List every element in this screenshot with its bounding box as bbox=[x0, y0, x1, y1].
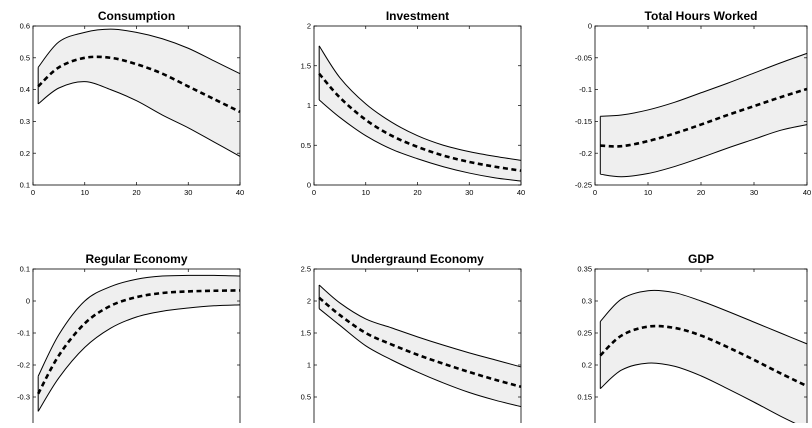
y-tick-label: -0.15 bbox=[575, 117, 592, 126]
confidence-band bbox=[600, 290, 807, 428]
y-tick-label: 0.25 bbox=[577, 329, 592, 338]
x-tick-label: 20 bbox=[697, 188, 705, 197]
lower-bound-line bbox=[318, 99, 522, 182]
y-tick-label: 0.1 bbox=[20, 181, 30, 190]
panel-title: Total Hours Worked bbox=[645, 9, 758, 23]
y-tick-label: 0.1 bbox=[20, 265, 30, 274]
median-line bbox=[318, 72, 522, 172]
median-line bbox=[600, 87, 808, 148]
x-tick-label: 20 bbox=[413, 188, 421, 197]
x-tick-label: 10 bbox=[644, 188, 652, 197]
panel-title: Consumption bbox=[98, 9, 175, 23]
lower-bound-line bbox=[599, 362, 807, 428]
x-tick-label: 30 bbox=[465, 188, 473, 197]
y-tick-label: -0.1 bbox=[579, 85, 592, 94]
lower-bound-line bbox=[37, 81, 241, 157]
y-tick-label: 0.15 bbox=[577, 393, 592, 402]
x-tick-label: 10 bbox=[362, 188, 370, 197]
y-tick-label: 0 bbox=[588, 22, 592, 31]
confidence-band bbox=[38, 29, 240, 157]
y-tick-label: 0.5 bbox=[20, 53, 30, 62]
y-tick-label: 0.4 bbox=[20, 85, 30, 94]
y-tick-label: 0.3 bbox=[20, 117, 30, 126]
y-tick-label: 0.5 bbox=[301, 141, 311, 150]
y-tick-label: -0.3 bbox=[17, 393, 30, 402]
y-tick-label: 2 bbox=[307, 297, 311, 306]
upper-bound-line bbox=[599, 289, 808, 345]
confidence-band bbox=[600, 53, 807, 177]
x-tick-label: 40 bbox=[803, 188, 811, 197]
upper-bound-line bbox=[600, 52, 808, 117]
panel-2: 0 10 20 30 40 0 0.5 1 1.5 2 Investment bbox=[301, 9, 526, 197]
confidence-band bbox=[38, 275, 240, 412]
y-tick-label: 0.3 bbox=[582, 297, 592, 306]
upper-bound-line bbox=[318, 45, 522, 161]
x-tick-label: 40 bbox=[517, 188, 525, 197]
panel-title: Investment bbox=[386, 9, 449, 23]
upper-bound-line bbox=[37, 274, 241, 377]
x-tick-label: 40 bbox=[236, 188, 244, 197]
y-tick-label: 0 bbox=[307, 181, 311, 190]
y-tick-label: 0.2 bbox=[20, 149, 30, 158]
y-tick-label: 2 bbox=[307, 22, 311, 31]
panel-title: Undergraund Economy bbox=[351, 252, 484, 266]
lower-bound-line bbox=[600, 124, 808, 178]
y-tick-label: -0.25 bbox=[575, 181, 592, 190]
upper-bound-line bbox=[318, 284, 522, 368]
upper-bound-line bbox=[37, 28, 241, 75]
y-tick-label: 0.2 bbox=[582, 361, 592, 370]
panel-title: Regular Economy bbox=[85, 252, 187, 266]
y-tick-label: 1.5 bbox=[301, 61, 311, 70]
x-tick-label: 0 bbox=[31, 188, 35, 197]
y-tick-label: 1.5 bbox=[301, 329, 311, 338]
x-tick-label: 10 bbox=[81, 188, 89, 197]
confidence-band bbox=[319, 45, 521, 182]
x-tick-label: 0 bbox=[593, 188, 597, 197]
y-tick-label: 2.5 bbox=[301, 265, 311, 274]
y-tick-label: -0.1 bbox=[17, 329, 30, 338]
median-line bbox=[599, 324, 808, 388]
y-tick-label: 0.35 bbox=[577, 265, 592, 274]
median-line bbox=[37, 289, 241, 395]
x-tick-label: 30 bbox=[750, 188, 758, 197]
y-tick-label: 0 bbox=[26, 297, 30, 306]
x-tick-label: 0 bbox=[312, 188, 316, 197]
confidence-band bbox=[319, 285, 521, 407]
y-tick-label: 0.6 bbox=[20, 22, 30, 31]
lower-bound-line bbox=[37, 304, 241, 412]
median-line bbox=[318, 296, 522, 389]
y-tick-label: -0.2 bbox=[17, 361, 30, 370]
lower-bound-line bbox=[318, 308, 522, 408]
x-tick-label: 20 bbox=[132, 188, 140, 197]
y-tick-label: -0.05 bbox=[575, 53, 592, 62]
y-tick-label: 1 bbox=[307, 361, 311, 370]
y-tick-label: -0.2 bbox=[579, 149, 592, 158]
x-tick-label: 30 bbox=[184, 188, 192, 197]
median-line bbox=[37, 55, 241, 114]
y-tick-label: 1 bbox=[307, 101, 311, 110]
panel-1: 0 10 20 30 40 0.1 0.2 0.3 0.4 0.5 0.6 Consumption bbox=[20, 9, 245, 197]
panel-3: 0 10 20 30 40 -0.25 -0.2 -0.15 -0.1 -0.05 0 Total H… bbox=[575, 9, 811, 197]
panel-title: GDP bbox=[688, 252, 714, 266]
y-tick-label: 0.5 bbox=[301, 393, 311, 402]
